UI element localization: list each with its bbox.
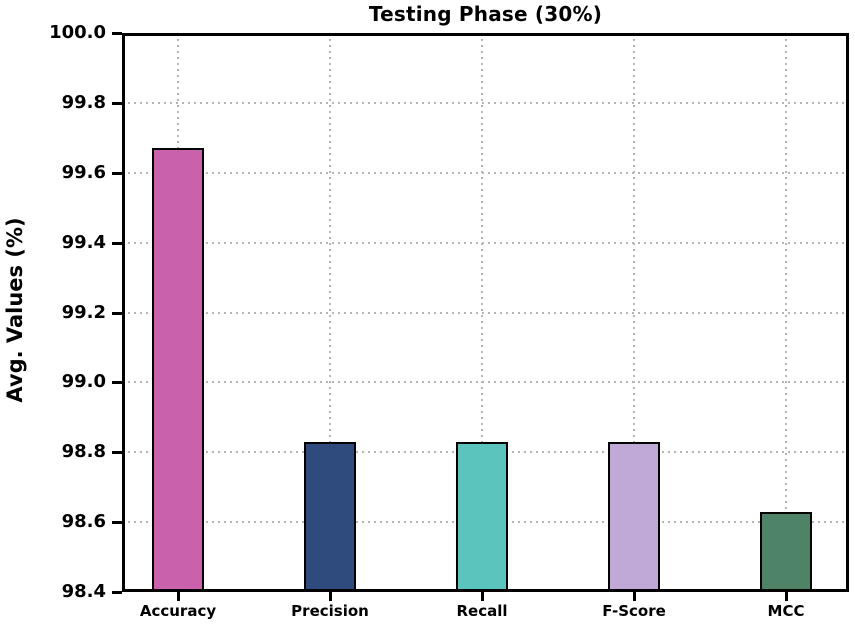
y-tick-label: 99.4: [61, 232, 106, 253]
y-gridline: [122, 312, 849, 314]
y-tick: [112, 591, 122, 594]
chart-title: Testing Phase (30%): [368, 2, 603, 26]
y-tick: [112, 102, 122, 105]
y-tick-label: 98.4: [61, 581, 106, 602]
x-axis-tick-label: Precision: [291, 602, 369, 620]
y-tick: [112, 242, 122, 245]
x-tick: [785, 592, 788, 601]
y-tick: [112, 521, 122, 524]
y-tick: [112, 172, 122, 175]
y-gridline: [122, 381, 849, 383]
y-gridline: [122, 102, 849, 104]
plot-area: [122, 33, 849, 592]
x-tick: [177, 592, 180, 601]
x-gridline: [785, 33, 787, 592]
x-gridline: [633, 33, 635, 592]
y-gridline: [122, 172, 849, 174]
y-tick-label: 99.0: [61, 371, 106, 392]
y-tick: [112, 381, 122, 384]
x-gridline: [329, 33, 331, 592]
y-tick: [112, 451, 122, 454]
x-axis-tick-label: Accuracy: [139, 602, 217, 620]
x-gridline: [481, 33, 483, 592]
x-tick: [481, 592, 484, 601]
y-tick-label: 100.0: [49, 22, 106, 43]
x-tick: [329, 592, 332, 601]
x-axis-tick-label: Recall: [456, 602, 508, 620]
x-tick: [633, 592, 636, 601]
y-tick: [112, 312, 122, 315]
y-tick-label: 99.2: [61, 302, 106, 323]
y-tick: [112, 32, 122, 35]
y-tick-label: 98.6: [61, 511, 106, 532]
x-axis-tick-label: F-Score: [602, 602, 666, 620]
x-axis-tick-label: MCC: [767, 602, 805, 620]
bar-f-score: [608, 442, 660, 592]
bar-accuracy: [152, 148, 204, 592]
y-gridline: [122, 242, 849, 244]
y-tick-label: 99.8: [61, 92, 106, 113]
y-tick-label: 99.6: [61, 162, 106, 183]
bar-recall: [456, 442, 508, 592]
bar-mcc: [760, 512, 812, 592]
y-tick-label: 98.8: [61, 441, 106, 462]
bar-precision: [304, 442, 356, 592]
